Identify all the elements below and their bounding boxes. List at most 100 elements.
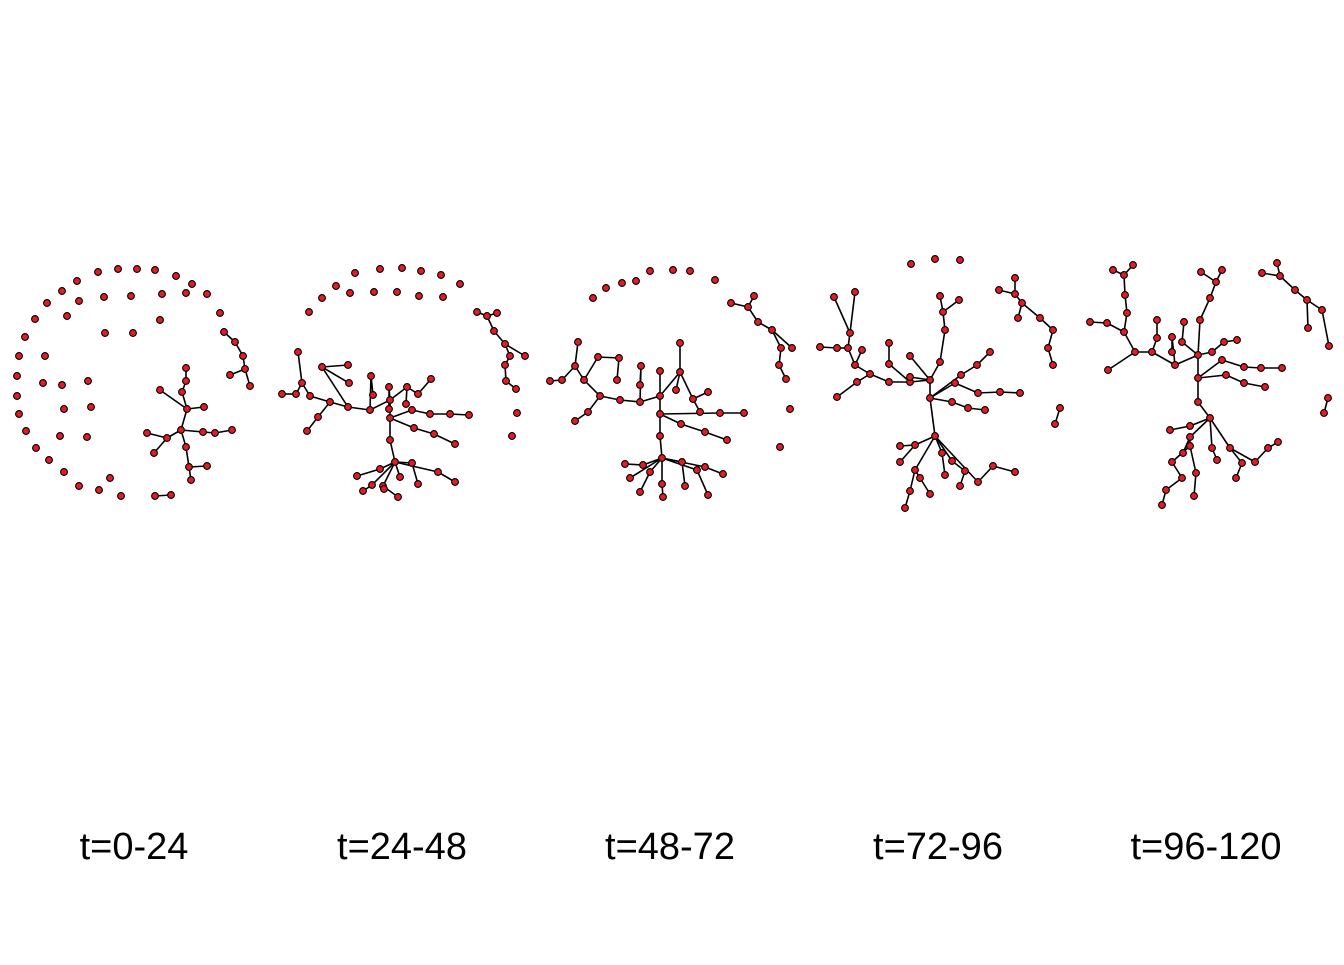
network-node [292, 390, 300, 398]
network-node [558, 376, 566, 384]
network-node [408, 459, 416, 467]
network-node [896, 458, 904, 466]
network-node [58, 287, 66, 295]
network-node [951, 379, 959, 387]
network-node [1180, 318, 1188, 326]
network-node [1104, 366, 1112, 374]
panel-label-t48-72: t=48-72 [605, 826, 735, 868]
network-node [106, 474, 114, 482]
network-edge [321, 366, 350, 384]
network-node [367, 372, 375, 380]
network-node [885, 339, 893, 347]
network-node [188, 280, 196, 288]
network-node [1158, 501, 1166, 509]
network-node [723, 436, 731, 444]
network-node [203, 290, 211, 298]
network-node [87, 403, 95, 411]
network-node [750, 292, 758, 300]
network-node [744, 303, 752, 311]
network-node [156, 316, 164, 324]
network-node [1011, 468, 1019, 476]
network-node [58, 381, 66, 389]
network-node [41, 352, 49, 360]
network-node [1303, 296, 1311, 304]
network-node [768, 326, 776, 334]
network-node [740, 409, 748, 417]
network-node [1192, 469, 1200, 477]
network-node [408, 406, 416, 414]
network-node [981, 406, 989, 414]
network-edge [833, 296, 851, 334]
network-edge [394, 461, 439, 473]
network-node [60, 468, 68, 476]
network-edge [849, 291, 856, 334]
network-node [996, 388, 1004, 396]
network-node [658, 454, 666, 462]
network-node [816, 343, 824, 351]
network-node [1206, 414, 1214, 422]
network-node [676, 339, 684, 347]
network-node [1168, 333, 1176, 341]
network-node [346, 289, 354, 297]
network-node [636, 488, 644, 496]
network-node [701, 463, 709, 471]
network-node [907, 260, 915, 268]
network-node [1178, 474, 1186, 482]
network-node [961, 467, 969, 475]
network-node [885, 378, 893, 386]
network-node [385, 383, 393, 391]
network-node [172, 272, 180, 280]
network-node [163, 434, 171, 442]
network-node [501, 340, 509, 348]
network-node [199, 428, 207, 436]
network-node [580, 376, 588, 384]
network-edge [297, 351, 303, 384]
network-node [941, 471, 949, 479]
network-node [941, 326, 949, 334]
network-node [948, 398, 956, 406]
network-node [911, 466, 919, 474]
network-node [646, 468, 654, 476]
network-node [385, 405, 393, 413]
network-node [1166, 426, 1174, 434]
network-panel-t96-120 [1086, 259, 1333, 509]
network-node [911, 441, 919, 449]
network-edge [1107, 351, 1136, 371]
network-node [182, 289, 190, 297]
network-node [211, 429, 219, 437]
network-node [216, 309, 224, 317]
network-node [303, 427, 311, 435]
network-node [344, 403, 352, 411]
network-edge [1321, 309, 1330, 347]
network-node [851, 288, 859, 296]
network-node [318, 363, 326, 371]
network-node [314, 413, 322, 421]
network-node [1232, 474, 1240, 482]
network-panel-t48-72 [546, 266, 796, 501]
network-node [689, 395, 697, 403]
network-node [513, 409, 521, 417]
network-node [964, 404, 972, 412]
network-node [693, 466, 701, 474]
network-node [114, 265, 122, 273]
network-node [716, 409, 724, 417]
network-node [656, 392, 664, 400]
network-edge [934, 435, 979, 483]
network-node [646, 267, 654, 275]
network-node [1220, 338, 1228, 346]
network-node [853, 378, 861, 386]
network-node [596, 392, 604, 400]
network-node [956, 482, 964, 490]
network-node [636, 398, 644, 406]
network-node [369, 391, 377, 399]
network-node [1036, 314, 1044, 322]
network-node [775, 361, 783, 369]
network-node [1109, 266, 1117, 274]
network-node [508, 432, 516, 440]
network-node [294, 348, 302, 356]
network-node [948, 457, 956, 465]
network-edge [1197, 359, 1223, 379]
network-node [493, 309, 501, 317]
panel-label-t0-24: t=0-24 [79, 826, 189, 868]
network-node [656, 410, 664, 418]
